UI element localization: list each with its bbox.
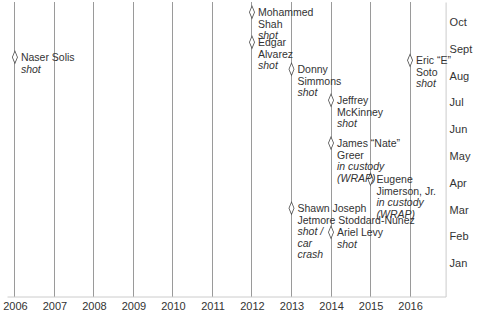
grid-line (133, 2, 134, 297)
grid-line (212, 2, 213, 297)
y-tick-label: May (450, 150, 471, 162)
grid-line (370, 2, 371, 297)
y-tick-label: Jun (450, 123, 468, 135)
y-tick-label: Oct (450, 16, 467, 28)
event-marker (249, 6, 254, 18)
grid (15, 2, 410, 297)
x-tick-label: 2016 (398, 300, 422, 312)
y-tick: Jan (446, 257, 468, 269)
x-tick-label: 2010 (161, 300, 185, 312)
x-tick-label: 2008 (82, 300, 106, 312)
event-name: Shah (258, 18, 283, 30)
event-marker (328, 94, 333, 106)
y-tick: May (446, 150, 471, 162)
y-tick: Jun (446, 123, 468, 135)
event-note: in custody (377, 196, 425, 208)
event-note: (WRAP) (377, 208, 416, 220)
x-tick-label: 2006 (3, 300, 27, 312)
event-name: Eugene (377, 173, 413, 185)
y-tick-label: Mar (450, 204, 469, 216)
x-tick-label: 2014 (319, 300, 343, 312)
y-tick-label: Aug (450, 70, 470, 82)
event-note: shot (21, 63, 42, 75)
event-note: (WRAP) (337, 172, 376, 184)
y-tick: Oct (446, 16, 467, 28)
event-note: car (297, 237, 312, 249)
grid-line (14, 2, 15, 297)
event-note: in custody (337, 160, 385, 172)
x-tick: 2014 (319, 297, 343, 313)
grid-line (291, 2, 292, 297)
y-axis-line (446, 3, 447, 298)
x-tick: 2009 (122, 297, 146, 313)
y-tick-label: Jul (450, 96, 464, 108)
event-name: Jeffrey (337, 94, 369, 106)
event-name: Alvarez (258, 48, 293, 60)
event-name: James “Nate” (337, 137, 401, 149)
event-name: Donny (297, 63, 328, 75)
x-tick: 2011 (201, 297, 225, 313)
x-axis-line (8, 297, 447, 298)
y-tick: Aug (446, 70, 470, 82)
grid-line (54, 2, 55, 297)
event-marker (289, 63, 294, 75)
event-note: shot (337, 117, 358, 129)
chart: 2006 2007 2008 2009 2010 2011 2012 2013 2014 2015… (0, 0, 480, 320)
event-note: shot (258, 59, 279, 71)
points (12, 6, 412, 238)
y-tick: Feb (446, 230, 469, 242)
x-tick-label: 2009 (122, 300, 146, 312)
event-name: Greer (337, 149, 364, 161)
event-name: Shawn Joseph (297, 202, 366, 214)
event-name: Simmons (297, 75, 341, 87)
y-axis: Jan Feb Mar Apr May Jun Jul Aug Sept Oct (446, 3, 473, 298)
event-name: Edgar (258, 36, 287, 48)
event-name: Naser Solis (21, 51, 75, 63)
event-marker (12, 51, 17, 63)
x-tick: 2013 (280, 297, 304, 313)
x-tick-label: 2011 (201, 300, 225, 312)
x-tick: 2015 (359, 297, 383, 313)
event-name: Ariel Levy (337, 226, 384, 238)
y-tick: Apr (446, 177, 467, 189)
event-note: shot (416, 77, 437, 89)
event-marker (328, 226, 333, 238)
x-tick: 2016 (398, 297, 422, 313)
y-tick: Sept (446, 43, 473, 55)
event-note: shot (297, 86, 318, 98)
x-tick: 2008 (82, 297, 106, 313)
x-axis: 2006 2007 2008 2009 2010 2011 2012 2013 2014 2015… (3, 297, 446, 313)
grid-line (172, 2, 173, 297)
x-tick: 2007 (43, 297, 67, 313)
event-marker (407, 54, 412, 66)
y-tick-label: Apr (450, 177, 467, 189)
x-tick: 2012 (240, 297, 264, 313)
event-note: crash (297, 248, 323, 260)
x-tick-label: 2012 (240, 300, 264, 312)
y-tick: Jul (446, 96, 464, 108)
event-name: Jimerson, Jr. (377, 185, 437, 197)
event-name: Eric “E” (416, 54, 452, 66)
event-note: shot / (297, 225, 324, 237)
event-name: Soto (416, 66, 438, 78)
x-tick-label: 2015 (359, 300, 383, 312)
event-name: Mohammed (258, 6, 314, 18)
x-tick-label: 2013 (280, 300, 304, 312)
y-tick-label: Sept (450, 43, 473, 55)
x-tick-label: 2007 (43, 300, 67, 312)
x-tick: 2006 (3, 297, 27, 313)
y-tick-label: Jan (450, 257, 468, 269)
y-tick: Mar (446, 204, 469, 216)
grid-line (410, 2, 411, 297)
event-marker (328, 137, 333, 149)
grid-line (93, 2, 94, 297)
y-tick-label: Feb (450, 230, 469, 242)
annotations: Naser SolisshotMohammedShahshotEdgarAlva… (21, 6, 452, 260)
event-marker (249, 36, 254, 48)
event-name: McKinney (337, 106, 384, 118)
event-note: shot (337, 238, 358, 250)
event-marker (289, 202, 294, 214)
x-tick: 2010 (161, 297, 185, 313)
